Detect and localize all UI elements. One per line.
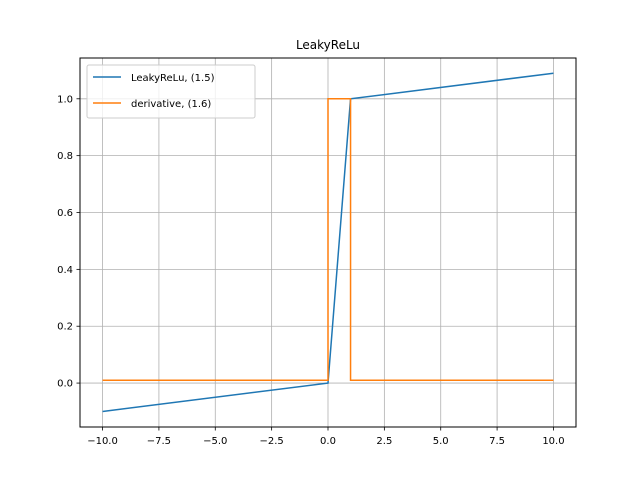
- legend: LeakyReLu, (1.5) derivative, (1.6): [86, 64, 256, 119]
- y-tick-label: 0.0: [57, 379, 73, 390]
- x-tick-label: −2.5: [259, 436, 283, 447]
- x-tick-label: 0.0: [320, 436, 336, 447]
- series-line-leakyrelu: [102, 72, 554, 413]
- chart-title: LeakyReLu: [296, 38, 360, 52]
- y-tick-label: 0.4: [57, 265, 73, 276]
- legend-box: [86, 64, 256, 119]
- x-tick-label: −10.0: [87, 436, 118, 447]
- x-tick-label: −7.5: [147, 436, 171, 447]
- x-tick-label: 10.0: [542, 436, 564, 447]
- x-tick-label: 5.0: [433, 436, 449, 447]
- axis-ticks: −10.0 −7.5 −5.0 −2.5 0.0 2.5 5.0 7.5 10.0 0.0 0.2 0…: [57, 94, 564, 447]
- x-tick-label: 7.5: [489, 436, 505, 447]
- legend-label-derivative: derivative, (1.6): [131, 99, 211, 110]
- y-tick-label: 0.2: [57, 322, 73, 333]
- series-lines: [102, 72, 554, 413]
- y-tick-label: 0.6: [57, 208, 73, 219]
- y-tick-label: 1.0: [57, 94, 73, 105]
- x-tick-label: −5.0: [203, 436, 227, 447]
- y-tick-label: 0.8: [57, 151, 73, 162]
- series-line-derivative: [102, 98, 554, 381]
- x-tick-label: 2.5: [376, 436, 392, 447]
- legend-label-leakyrelu: LeakyReLu, (1.5): [131, 73, 215, 84]
